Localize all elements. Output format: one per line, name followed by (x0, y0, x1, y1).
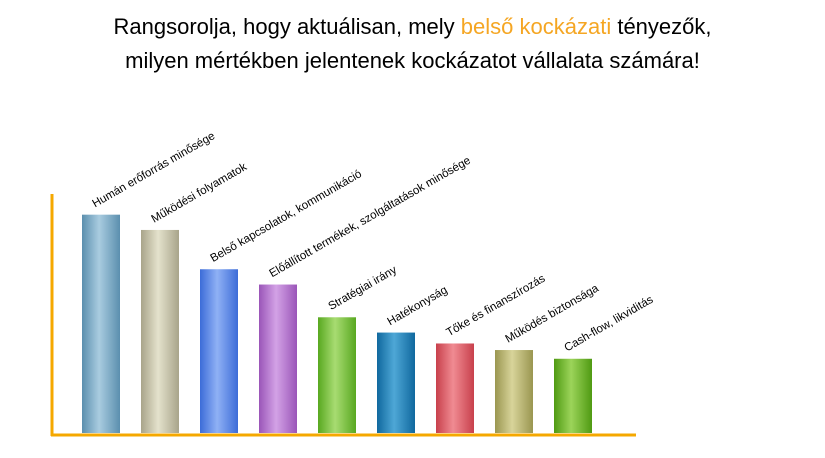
category-label-5: Stratégiai irány (327, 264, 400, 313)
bar-1 (82, 214, 120, 433)
chart-title-line-1: Rangsorolja, hogy aktuálisan, mely belső… (0, 14, 825, 40)
bar-2 (141, 229, 179, 433)
category-label-4: Előállított termékek, szolgáltatások min… (268, 155, 473, 280)
chart-title-line-2: milyen mértékben jelentenek kockázatot v… (125, 48, 700, 73)
bar-5 (318, 317, 356, 433)
title-highlight: belső kockázati (460, 14, 612, 39)
bar-9 (554, 358, 592, 433)
category-label-3: Belső kapcsolatok, kommunikáció (209, 168, 364, 265)
bar-8 (495, 350, 533, 433)
title-prefix: Rangsorolja, hogy aktuálisan, mely (113, 14, 461, 39)
category-label-6: Hatékonyság (386, 284, 450, 328)
bar-6 (377, 332, 415, 433)
bar-4 (259, 284, 297, 433)
title-suffix: tényezők, (611, 14, 712, 39)
bar-7 (436, 343, 474, 433)
bar-3 (200, 269, 238, 433)
